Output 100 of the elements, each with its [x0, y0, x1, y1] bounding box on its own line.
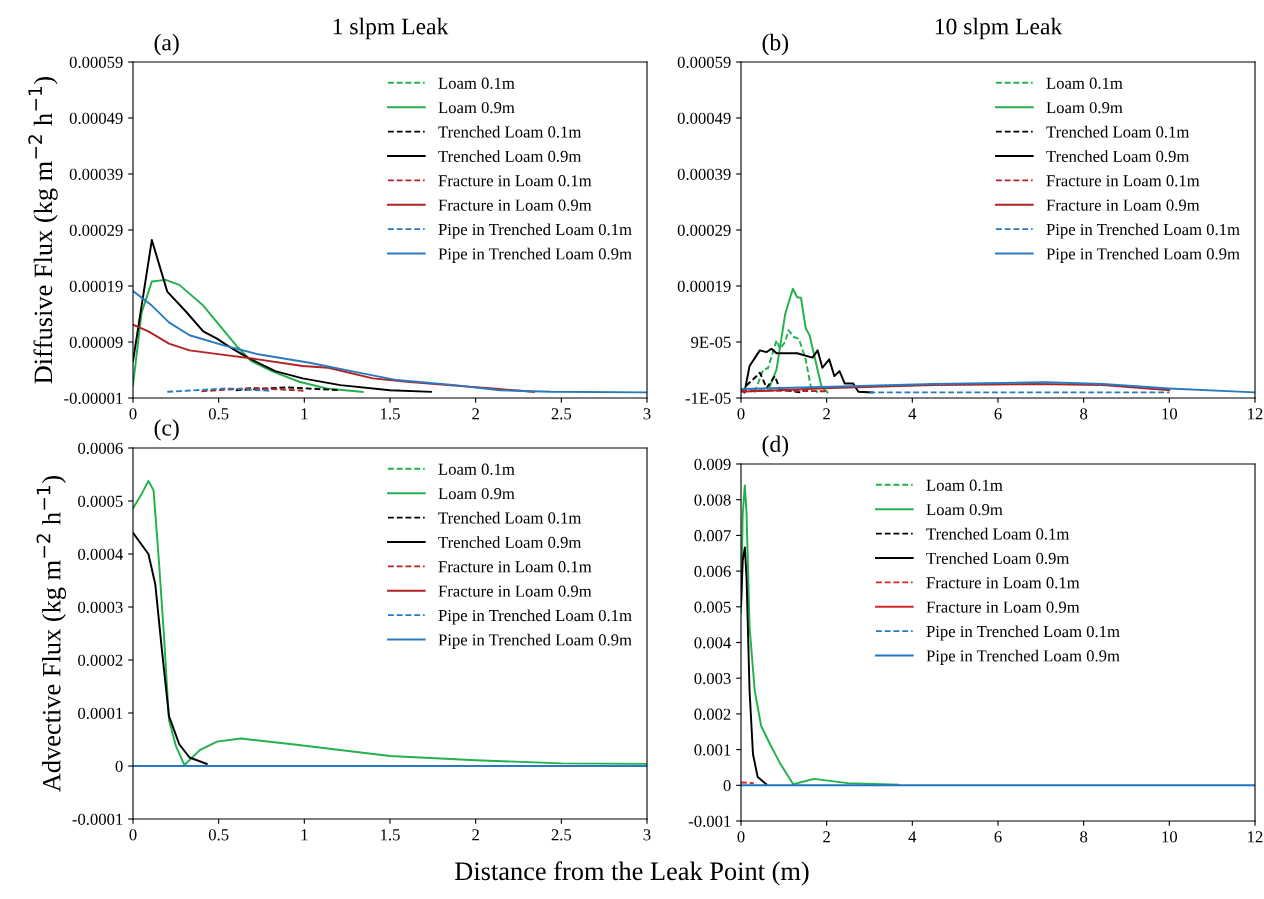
legend-label: Loam 0.1m [1046, 77, 1123, 89]
legend-label: Pipe in Trenched Loam 0.9m [438, 633, 632, 649]
x-tick-label: 4 [908, 408, 917, 420]
chart-subtitle: (b) [762, 33, 789, 56]
legend-label: Fracture in Loam 0.1m [438, 175, 592, 187]
y-tick-label: -0.00001 [64, 392, 123, 405]
y-tick-label: 9E-05 [691, 336, 731, 348]
chart-title: 1 slpm Leak [333, 17, 449, 40]
x-tick-label: 4 [908, 831, 917, 843]
y-tick-label: 0.008 [694, 494, 731, 506]
x-axis-title: Distance from the Leak Point (m) [455, 861, 809, 886]
legend-label: Pipe in Trenched Loam 0.1m [926, 625, 1120, 641]
x-tick-label: 1 [301, 408, 308, 420]
line-series [133, 323, 535, 393]
y-tick-label: 0 [115, 760, 123, 772]
y-tick-label: -0.0001 [72, 813, 123, 826]
y-tick-label: 0.0002 [78, 654, 123, 667]
legend-label: Pipe in Trenched Loam 0.9m [438, 247, 632, 263]
line-series [133, 290, 647, 394]
chart-title: 10 slpm Leak [935, 17, 1063, 40]
x-tick-label: 6 [994, 408, 1002, 420]
y-tick-label: 0.003 [694, 672, 731, 685]
x-tick-label: 0 [129, 408, 137, 420]
legend-label: Trenched Loam 0.1m [438, 511, 582, 524]
legend-label: Loam 0.9m [438, 101, 515, 114]
y-axis-title: Diffusive Flux (kg m$^{−2}$ h$^{−1}$) [28, 76, 58, 384]
legend-label: Loam 0.1m [926, 479, 1003, 491]
y-tick-label: 0 [723, 780, 731, 792]
x-tick-label: 1.5 [381, 408, 400, 420]
legend-label: Fracture in Loam 0.9m [438, 585, 592, 597]
legend-label: Trenched Loam 0.9m [438, 150, 582, 163]
x-tick-label: 0.5 [208, 829, 229, 841]
legend-label: Trenched Loam 0.1m [438, 125, 582, 138]
y-tick-label: 0.00029 [69, 224, 123, 237]
y-tick-label: 0.005 [694, 601, 731, 613]
y-tick-label: 0.0001 [78, 707, 123, 720]
y-tick-label: 0.00039 [677, 168, 731, 181]
x-tick-label: 1.5 [381, 829, 400, 841]
x-tick-label: 3 [643, 408, 651, 420]
x-tick-label: 0 [737, 408, 745, 420]
chart-title: (c) [154, 419, 179, 441]
y-tick-label: 0.002 [694, 708, 731, 720]
legend-label: Pipe in Trenched Loam 0.1m [438, 609, 632, 625]
legend-label: Loam 0.9m [1046, 101, 1123, 114]
y-tick-label: 0.00019 [677, 280, 731, 293]
legend-label: Fracture in Loam 0.1m [438, 561, 592, 573]
legend-label: Pipe in Trenched Loam 0.9m [1046, 247, 1240, 263]
x-tick-label: 8 [1080, 408, 1088, 420]
line-series [741, 381, 1255, 394]
y-tick-label: 0.00059 [69, 56, 123, 69]
y-tick-label: 0.0006 [78, 442, 123, 455]
legend-label: Fracture in Loam 0.9m [438, 199, 592, 211]
y-tick-label: 0.001 [694, 744, 731, 756]
x-tick-label: 2 [472, 408, 479, 420]
x-tick-label: 3 [643, 829, 651, 841]
x-tick-label: 10 [1162, 831, 1178, 843]
legend-label: Pipe in Trenched Loam 0.1m [1046, 223, 1240, 239]
legend-label: Loam 0.1m [438, 463, 515, 475]
y-tick-label: 0.00019 [69, 280, 123, 293]
y-tick-label: 0.004 [694, 637, 732, 649]
x-tick-label: 2.5 [551, 829, 572, 841]
legend-label: Fracture in Loam 0.1m [1046, 175, 1200, 187]
x-tick-label: 12 [1248, 831, 1263, 843]
x-tick-label: 2 [823, 408, 830, 420]
y-tick-label: 0.0003 [78, 601, 123, 614]
y-tick-label: -1E-05 [685, 392, 731, 404]
y-tick-label: 0.00049 [677, 112, 731, 125]
y-tick-label: -0.001 [688, 815, 731, 828]
y-tick-label: 0.0004 [78, 548, 124, 561]
x-tick-label: 2.5 [551, 408, 572, 420]
legend-label: Trenched Loam 0.1m [1046, 125, 1190, 138]
x-tick-label: 0.5 [208, 408, 229, 420]
x-tick-label: 0 [737, 831, 745, 843]
legend-label: Pipe in Trenched Loam 0.1m [438, 223, 632, 239]
legend-label: Fracture in Loam 0.9m [926, 601, 1080, 613]
y-tick-label: 0.00049 [69, 112, 123, 125]
x-tick-label: 6 [994, 831, 1002, 843]
line-series [133, 278, 364, 393]
legend-label: Fracture in Loam 0.9m [1046, 199, 1200, 211]
legend-label: Trenched Loam 0.9m [438, 536, 582, 549]
y-tick-label: 0.00029 [677, 224, 731, 237]
line-series [133, 479, 647, 766]
legend-label: Loam 0.9m [926, 503, 1003, 516]
x-tick-label: 10 [1162, 408, 1178, 420]
legend-label: Trenched Loam 0.1m [926, 527, 1070, 540]
y-tick-label: 0.006 [694, 565, 731, 578]
y-tick-label: 0.00009 [69, 336, 123, 349]
legend-label: Loam 0.9m [438, 487, 515, 500]
y-tick-label: 0.0005 [78, 495, 123, 508]
chart-subtitle: (a) [154, 33, 179, 56]
x-tick-label: 2 [823, 831, 830, 843]
chart-title: (d) [762, 435, 789, 457]
x-tick-label: 2 [472, 829, 479, 841]
x-tick-label: 8 [1080, 831, 1088, 843]
x-tick-label: 12 [1248, 408, 1263, 420]
legend-label: Pipe in Trenched Loam 0.9m [926, 649, 1120, 665]
legend-label: Trenched Loam 0.9m [926, 552, 1070, 565]
x-tick-label: 1 [301, 829, 308, 841]
legend-label: Trenched Loam 0.9m [1046, 150, 1190, 163]
x-tick-label: 0 [129, 829, 137, 841]
